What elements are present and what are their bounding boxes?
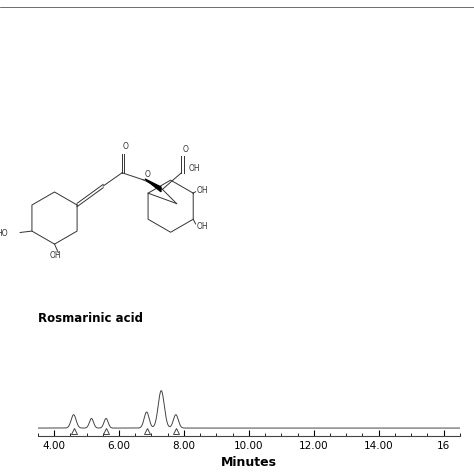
Text: O: O bbox=[182, 145, 188, 154]
Text: O: O bbox=[145, 170, 151, 179]
X-axis label: Minutes: Minutes bbox=[221, 456, 277, 469]
Text: OH: OH bbox=[197, 222, 209, 231]
Text: OH: OH bbox=[189, 164, 200, 173]
Text: O: O bbox=[123, 142, 129, 151]
Text: OH: OH bbox=[50, 252, 62, 260]
Text: HO: HO bbox=[0, 229, 8, 238]
Text: OH: OH bbox=[197, 186, 209, 195]
Text: Rosmarinic acid: Rosmarinic acid bbox=[38, 312, 143, 325]
